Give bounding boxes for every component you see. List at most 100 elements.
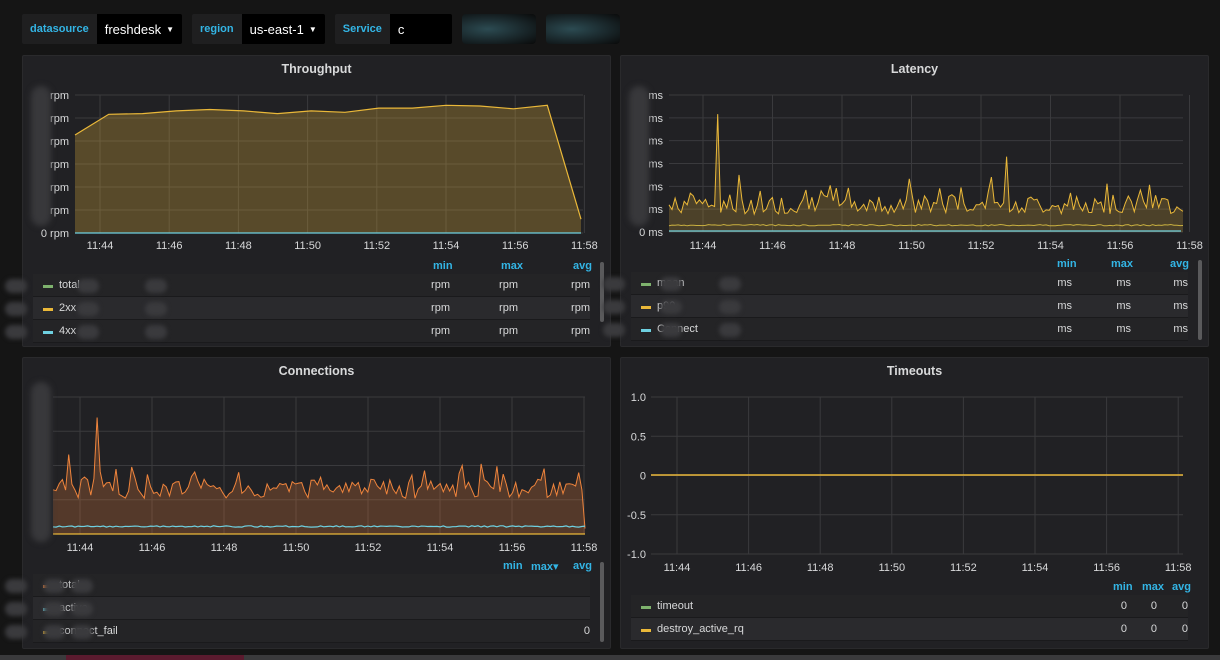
legend-avg-header[interactable]: avg <box>1172 581 1191 593</box>
redacted-value <box>77 325 99 339</box>
redacted-value <box>5 625 27 639</box>
scroll-thumb[interactable] <box>66 655 244 660</box>
series-line-mean <box>668 223 1184 227</box>
redacted-value <box>145 325 167 339</box>
throughput-graph[interactable]: rpm rpm rpm rpm rpm rpm 0 rpm 11:44 11:46 11:48 1… <box>23 56 612 256</box>
legend-max-header[interactable]: max <box>1142 581 1165 593</box>
redacted-value <box>5 579 27 593</box>
legend-max-header[interactable]: max <box>1111 258 1134 270</box>
service-dropdown[interactable]: c <box>389 14 452 44</box>
series-color-swatch[interactable] <box>43 285 53 288</box>
series-line-p90 <box>668 114 1184 216</box>
legend-max-value: rpm <box>499 279 518 291</box>
redacted-value <box>145 302 167 316</box>
throughput-legend: min max avg total rpm rpm rpm 2xx rpm rpm rpm 4x… <box>5 260 592 343</box>
legend-min-value: rpm <box>431 325 450 337</box>
series-name[interactable]: 4xx <box>59 325 77 337</box>
legend-scrollbar[interactable] <box>600 262 604 322</box>
legend-min-value: 0 <box>1120 600 1127 612</box>
legend-row-timeout[interactable]: timeout 0 0 0 <box>631 595 1188 618</box>
legend-row-destroy-active-rq[interactable]: destroy_active_rq 0 0 0 <box>631 618 1188 641</box>
x-tick-label: 11:46 <box>156 240 183 252</box>
legend-min-header[interactable]: min <box>503 560 523 572</box>
panel-title[interactable]: Connections <box>278 364 355 378</box>
latency-graph[interactable]: ms ms ms ms ms ms 0 ms 11:44 11:46 11:48 11:50 11:… <box>621 56 1210 256</box>
region-variable[interactable]: region us-east-1 ▼ <box>192 14 325 44</box>
legend-row-connect-fail[interactable]: connect_fail0 <box>5 620 590 643</box>
datasource-label: datasource <box>22 14 97 44</box>
redacted-value <box>145 279 167 293</box>
y-tick-label: ms <box>648 204 663 216</box>
series-color-swatch[interactable] <box>641 306 651 309</box>
redacted-value <box>43 625 65 639</box>
series-color-swatch[interactable] <box>641 606 651 609</box>
redacted-value <box>71 579 93 593</box>
redacted-variable[interactable] <box>461 14 536 44</box>
datasource-dropdown[interactable]: freshdesk ▼ <box>96 14 182 44</box>
legend-avg-header[interactable]: avg <box>573 260 592 272</box>
legend-row-active[interactable]: active <box>5 597 590 620</box>
legend-avg-header[interactable]: avg <box>1170 258 1189 270</box>
legend-row-p90[interactable]: p90msmsms <box>603 295 1188 318</box>
bottom-scrollbar[interactable] <box>0 655 1220 660</box>
series-color-swatch[interactable] <box>641 329 651 332</box>
series-name[interactable]: destroy_active_rq <box>657 623 744 635</box>
series-color-swatch[interactable] <box>43 331 53 334</box>
legend-row-mean[interactable]: meanmsmsms <box>603 272 1188 295</box>
series-color-swatch[interactable] <box>641 283 651 286</box>
legend-row-4xx[interactable]: 4xx rpm rpm rpm <box>5 320 590 343</box>
x-tick-label: 11:54 <box>427 542 454 554</box>
x-tick-label: 11:58 <box>571 542 598 554</box>
redacted-variable[interactable] <box>545 14 620 44</box>
y-tick-label: rpm <box>50 159 69 171</box>
panel-title[interactable]: Timeouts <box>886 364 943 378</box>
series-name[interactable]: total <box>59 279 80 291</box>
legend-max-header[interactable]: max▾ <box>531 561 559 573</box>
x-tick-label: 11:46 <box>759 240 786 252</box>
redacted-value <box>660 323 682 337</box>
legend-scrollbar[interactable] <box>600 562 604 642</box>
series-color-swatch[interactable] <box>43 308 53 311</box>
region-dropdown[interactable]: us-east-1 ▼ <box>241 14 325 44</box>
x-tick-label: 11:52 <box>363 240 390 252</box>
panel-title[interactable]: Latency <box>890 62 939 76</box>
legend-row-total[interactable]: total <box>5 574 590 597</box>
y-tick-label: rpm <box>50 90 69 102</box>
service-variable[interactable]: Service c <box>334 14 452 44</box>
y-tick-label: 0.5 <box>631 431 646 443</box>
legend-row-2xx[interactable]: 2xx rpm rpm rpm <box>5 297 590 320</box>
series-name[interactable]: 2xx <box>59 302 77 314</box>
y-tick-label: rpm <box>50 205 69 217</box>
legend-max-value: ms <box>1116 300 1131 312</box>
legend-min-header[interactable]: min <box>1113 581 1133 593</box>
legend-min-header[interactable]: min <box>433 260 453 272</box>
connections-graph[interactable]: 11:44 11:46 11:48 11:50 11:52 11:54 11:56 11:58 <box>23 358 612 558</box>
legend-header: min max avg <box>631 258 1189 272</box>
legend-avg-value: rpm <box>571 279 590 291</box>
redacted-value <box>660 277 682 291</box>
x-tick-label: 11:52 <box>968 240 995 252</box>
y-tick-label: 1.0 <box>631 392 646 404</box>
legend-row-connect[interactable]: Connectmsmsms <box>603 318 1188 341</box>
timeouts-panel: Timeouts 1.0 0.5 0 -0.5 -1.0 11:44 11:46 11:48… <box>620 357 1209 649</box>
y-tick-label: rpm <box>50 182 69 194</box>
legend-row-total[interactable]: total rpm rpm rpm <box>5 274 590 297</box>
x-tick-label: 11:44 <box>690 240 717 252</box>
x-tick-label: 11:44 <box>664 562 691 574</box>
timeouts-graph[interactable]: 1.0 0.5 0 -0.5 -1.0 11:44 11:46 11:48 11:50 11:5… <box>621 358 1210 578</box>
legend-scrollbar[interactable] <box>1198 260 1202 340</box>
y-tick-label: rpm <box>50 113 69 125</box>
y-tick-label: ms <box>648 90 663 102</box>
x-tick-label: 11:48 <box>829 240 856 252</box>
datasource-variable[interactable]: datasource freshdesk ▼ <box>22 14 182 44</box>
legend-min-header[interactable]: min <box>1057 258 1077 270</box>
legend-max-header[interactable]: max <box>501 260 524 272</box>
legend-avg-value: 0 <box>1181 623 1188 635</box>
panel-title[interactable]: Throughput <box>281 62 352 76</box>
legend-avg-value: rpm <box>571 325 590 337</box>
redacted-axis <box>31 382 51 542</box>
x-tick-label: 11:56 <box>1107 240 1134 252</box>
series-color-swatch[interactable] <box>641 629 651 632</box>
series-name[interactable]: timeout <box>657 600 694 612</box>
legend-avg-header[interactable]: avg <box>573 560 592 572</box>
